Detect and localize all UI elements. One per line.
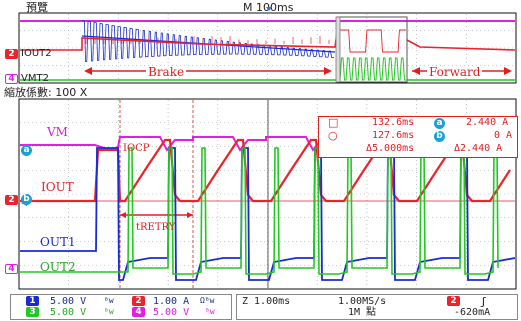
- sample-rate: 1.00MS/s: [338, 297, 386, 307]
- ch1-bw-flag: ᴮw: [104, 297, 114, 305]
- ch4-badge[interactable]: 4: [132, 307, 145, 317]
- cursor2-symbol: ○: [328, 130, 338, 141]
- cursor-a-marker[interactable]: a: [21, 145, 32, 156]
- record-length: 1M 點: [348, 308, 376, 318]
- out1-label: OUT1: [40, 236, 76, 248]
- cursor-delta-time: Δ5.000ms: [366, 144, 414, 154]
- tretry-label: tRETRY: [136, 223, 175, 233]
- trigger-source-badge[interactable]: 2: [447, 296, 460, 306]
- trigger-level[interactable]: -620mA: [454, 308, 490, 318]
- ch2-offset-marker[interactable]: 2: [5, 195, 18, 205]
- overview-vm-label: VMT2: [21, 74, 49, 84]
- trigger-slope-icon[interactable]: ʃ: [480, 296, 487, 307]
- iout-label: IOUT: [41, 181, 74, 193]
- cursor1-value: 2.440 A: [466, 118, 508, 128]
- brake-label: Brake: [146, 66, 186, 78]
- ch1-badge[interactable]: 1: [26, 296, 39, 306]
- ch4-scale[interactable]: 5.00 V: [153, 308, 189, 318]
- ch4-offset-marker[interactable]: 4: [5, 264, 18, 274]
- zoom-factor-label: 縮放係數: 100 X: [4, 87, 87, 98]
- overview-ch4-badge: 4: [5, 74, 18, 84]
- vm-label: VM: [47, 126, 68, 138]
- iocp-label: IOCP: [123, 144, 150, 154]
- channel-settings-panel[interactable]: [10, 294, 232, 320]
- cursor2-time: 127.6ms: [372, 131, 414, 141]
- zoom-timescale[interactable]: Z 1.00ms: [242, 297, 290, 307]
- ch2-scale[interactable]: 1.00 A: [153, 297, 189, 307]
- ch2-bw-flag: Ωᴮw: [200, 297, 214, 305]
- ch2-badge[interactable]: 2: [132, 296, 145, 306]
- cursor-b-marker[interactable]: b: [21, 194, 32, 205]
- cursor1-badge: a: [434, 118, 445, 129]
- trigger-position-marker: [266, 7, 272, 11]
- ch3-bw-flag: ᴮw: [104, 308, 114, 316]
- cursor1-symbol: □: [328, 117, 338, 128]
- overview-iout-label: IOUT2: [21, 49, 52, 59]
- cursor-delta-value: Δ2.440 A: [454, 144, 502, 154]
- ch4-bw-flag: ᴮw: [205, 308, 215, 316]
- cursor1-time: 132.6ms: [372, 118, 414, 128]
- overview-ch2-badge: 2: [5, 49, 18, 59]
- ch1-scale[interactable]: 5.00 V: [50, 297, 86, 307]
- zoom-window-handle: [336, 17, 340, 82]
- cursor2-badge: b: [434, 131, 445, 142]
- forward-label: Forward: [427, 66, 482, 78]
- cursor2-value: 0 A: [494, 131, 512, 141]
- out2-label: OUT2: [40, 261, 76, 273]
- ch3-scale[interactable]: 5.00 V: [50, 308, 86, 318]
- ch3-badge[interactable]: 3: [26, 307, 39, 317]
